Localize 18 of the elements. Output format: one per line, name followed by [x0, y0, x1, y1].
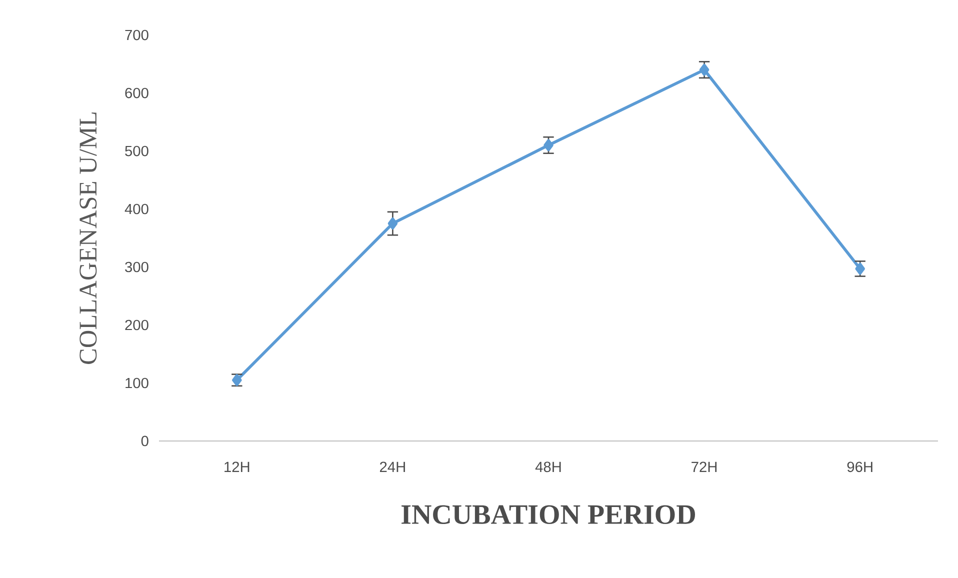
y-tick-label: 200	[125, 320, 148, 330]
point	[544, 139, 554, 152]
point	[699, 64, 710, 76]
x-axis-title: INCUBATION PERIOD	[402, 505, 696, 524]
x-tick-label: 24H	[380, 462, 405, 472]
point	[388, 217, 398, 230]
y-tick-label: 400	[124, 204, 148, 214]
y-tick-label: 700	[125, 30, 148, 40]
y-tick-label: 300	[125, 262, 148, 272]
y-tick-label: 600	[125, 88, 148, 98]
y-tick-label: 100	[126, 378, 148, 388]
x-tick-label: 12H	[224, 462, 250, 472]
x-tick-label: 72H	[692, 462, 717, 472]
x-tick-label: 48H	[535, 462, 561, 472]
x-tick-label: 96H	[847, 462, 872, 472]
y-axis-title: COLLAGENASE U/ML	[80, 112, 97, 364]
y-tick-label: 500	[125, 146, 148, 156]
y-tick-label: 0	[141, 436, 148, 446]
